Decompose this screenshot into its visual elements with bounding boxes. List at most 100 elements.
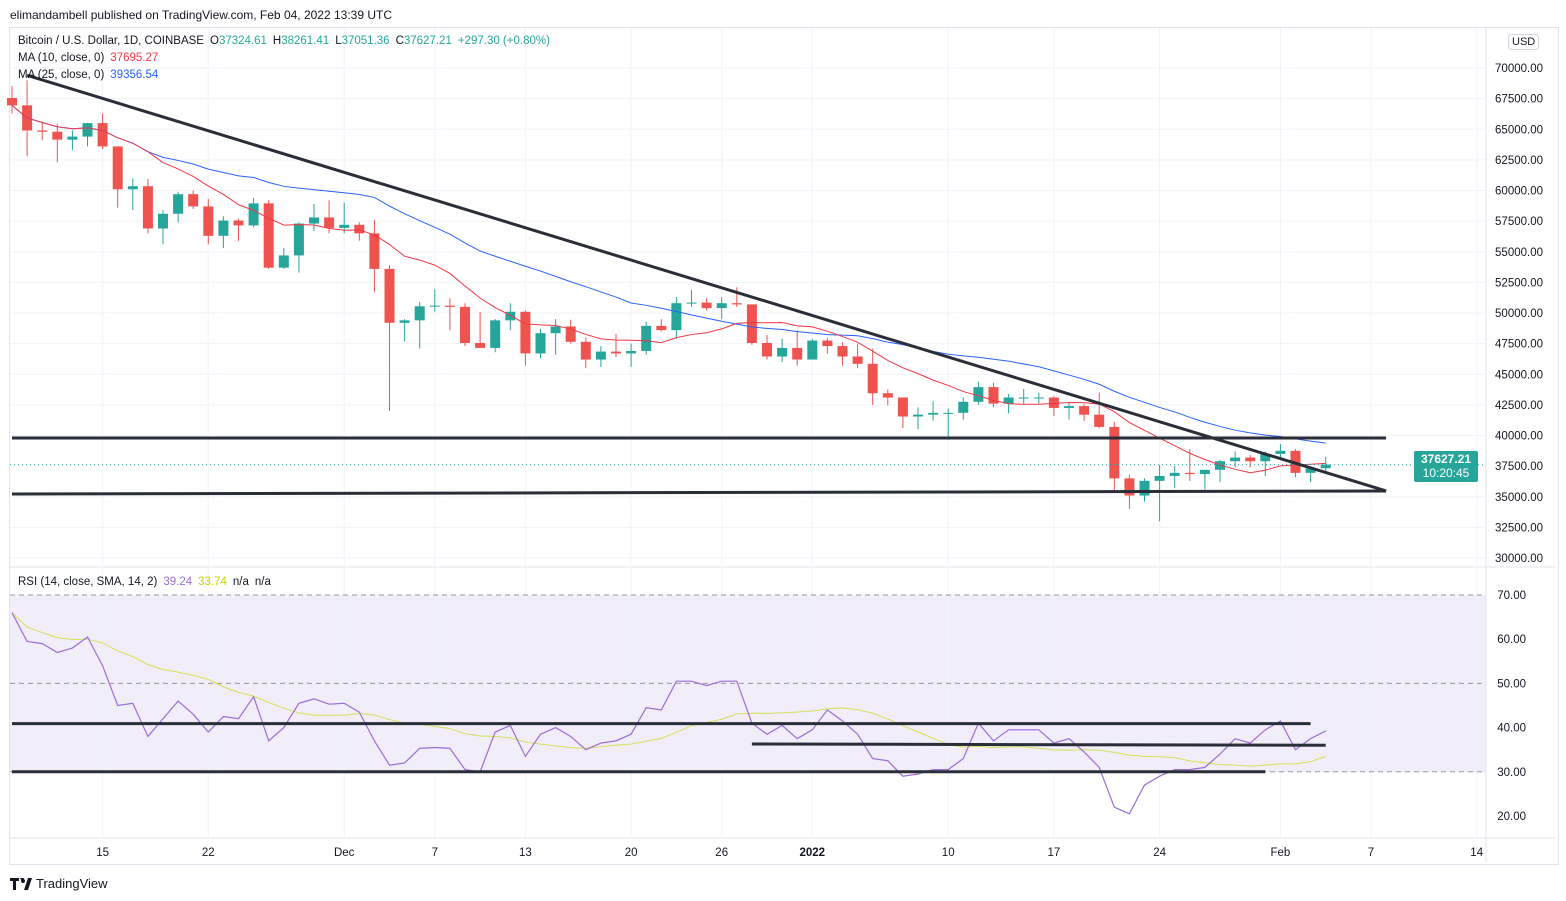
candle-up [309,217,319,224]
time-tick-label: 13 [519,847,532,859]
ma25-legend[interactable]: MA (25, close, 0) 39356.54 [18,69,164,81]
candle-down [142,186,153,229]
candle-up [626,350,637,354]
price-tick-label: 50000.00 [1495,308,1543,320]
change-value: +297.30 (+0.80%) [457,35,550,47]
price-tick-label: 67500.00 [1495,94,1543,106]
candle-up [1033,397,1044,399]
price-tick-label: 52500.00 [1495,277,1543,289]
candle-down [746,304,757,344]
candle-up [928,412,939,415]
candle-down [1245,457,1256,462]
candle-down [1048,397,1059,408]
ma25-label: MA (25, close, 0) [18,69,105,81]
candle-up [777,347,788,357]
candle-down [1094,414,1105,427]
candle-down [837,346,848,357]
candle-up [807,340,818,360]
rsi-tick-label: 40.00 [1497,723,1526,735]
candle-up [550,326,561,334]
candle-up [399,320,410,323]
candle-up [218,220,229,236]
candle-down [988,387,999,404]
candle-up [1305,468,1316,473]
rsi-line [11,612,1326,815]
candle-up [716,303,727,309]
candle-up [686,302,697,304]
tradingview-logo-icon [10,877,32,890]
symbol-title[interactable]: Bitcoin / U.S. Dollar, 1D, COINBASE [18,35,204,47]
candle-down [1109,426,1120,479]
rsi-sma-line [11,612,1326,767]
candle-down [897,397,908,417]
rsi-label: RSI (14, close, SMA, 14, 2) [18,576,158,588]
rsi-tick-label: 70.00 [1497,590,1526,602]
time-tick-label: 24 [1153,847,1166,859]
candle-down [580,341,591,360]
candle-up [293,223,304,256]
candle-down [324,217,335,228]
candle-up [82,123,93,137]
candle-down [731,303,742,305]
ma10-value: 37695.27 [110,52,159,64]
price-tick-label: 70000.00 [1495,63,1543,75]
candle-down [384,268,395,323]
candle-up [1199,469,1210,475]
publish-info: elimandambell published on TradingView.c… [10,8,393,22]
candle-up [490,320,501,348]
candle-up [67,136,78,140]
support-line [11,489,1387,496]
time-tick-label: 26 [715,847,728,859]
time-tick-label: 7 [1368,847,1374,859]
ma10-line [11,104,1326,474]
time-tick-label: 20 [625,847,638,859]
currency-button[interactable]: USD [1508,34,1540,50]
time-tick-label: 14 [1470,847,1483,859]
rsi-value: 39.24 [163,576,193,588]
symbol-legend: Bitcoin / U.S. Dollar, 1D, COINBASE O3732… [18,35,556,47]
candle-down [611,351,621,354]
candle-up [671,303,682,331]
candle-up [1320,464,1331,469]
last-price-label: 37627.21 10:20:45 [1414,451,1478,482]
price-tick-label: 42500.00 [1495,400,1543,412]
ma10-legend[interactable]: MA (10, close, 0) 37695.27 [18,52,164,64]
candle-down [701,302,712,309]
open-value: 37324.61 [218,35,267,47]
rsi-legend[interactable]: RSI (14, close, SMA, 14, 2) 39.24 33.74 n/a… [18,576,277,588]
candle-down [792,347,803,360]
candle-up [913,414,923,417]
time-tick-label: 10 [942,847,955,859]
candle-down [520,311,531,354]
candle-down [867,363,878,394]
rsi-na-2: n/a [254,576,271,588]
candle-down [233,220,244,226]
candle-down [369,233,380,269]
candle-up [1260,453,1271,462]
candle-up [248,203,259,226]
candle-up [339,224,350,228]
time-tick-label: 17 [1048,847,1061,859]
high-label: H [272,35,282,47]
candle-down [852,356,863,364]
candle-up [1018,397,1029,399]
rsi-tick-label: 50.00 [1497,678,1526,690]
descending-trendline [26,73,1387,493]
candle-down [7,98,17,106]
candle-up [414,306,425,321]
last-price: 37627.21 [1420,452,1472,466]
candle-up [505,311,516,321]
rsi-tick-label: 20.00 [1497,811,1526,823]
rsi-tick-label: 60.00 [1497,634,1526,646]
tradingview-brand: TradingView [36,876,108,891]
candle-up [1003,397,1014,404]
tradingview-logo[interactable]: TradingView [10,876,108,891]
candle-up [1230,457,1241,462]
price-tick-label: 62500.00 [1495,155,1543,167]
candle-down [37,130,48,132]
candle-up [1139,480,1150,496]
price-tick-label: 47500.00 [1495,339,1543,351]
candle-down [460,306,470,344]
candle-up [1064,406,1074,408]
